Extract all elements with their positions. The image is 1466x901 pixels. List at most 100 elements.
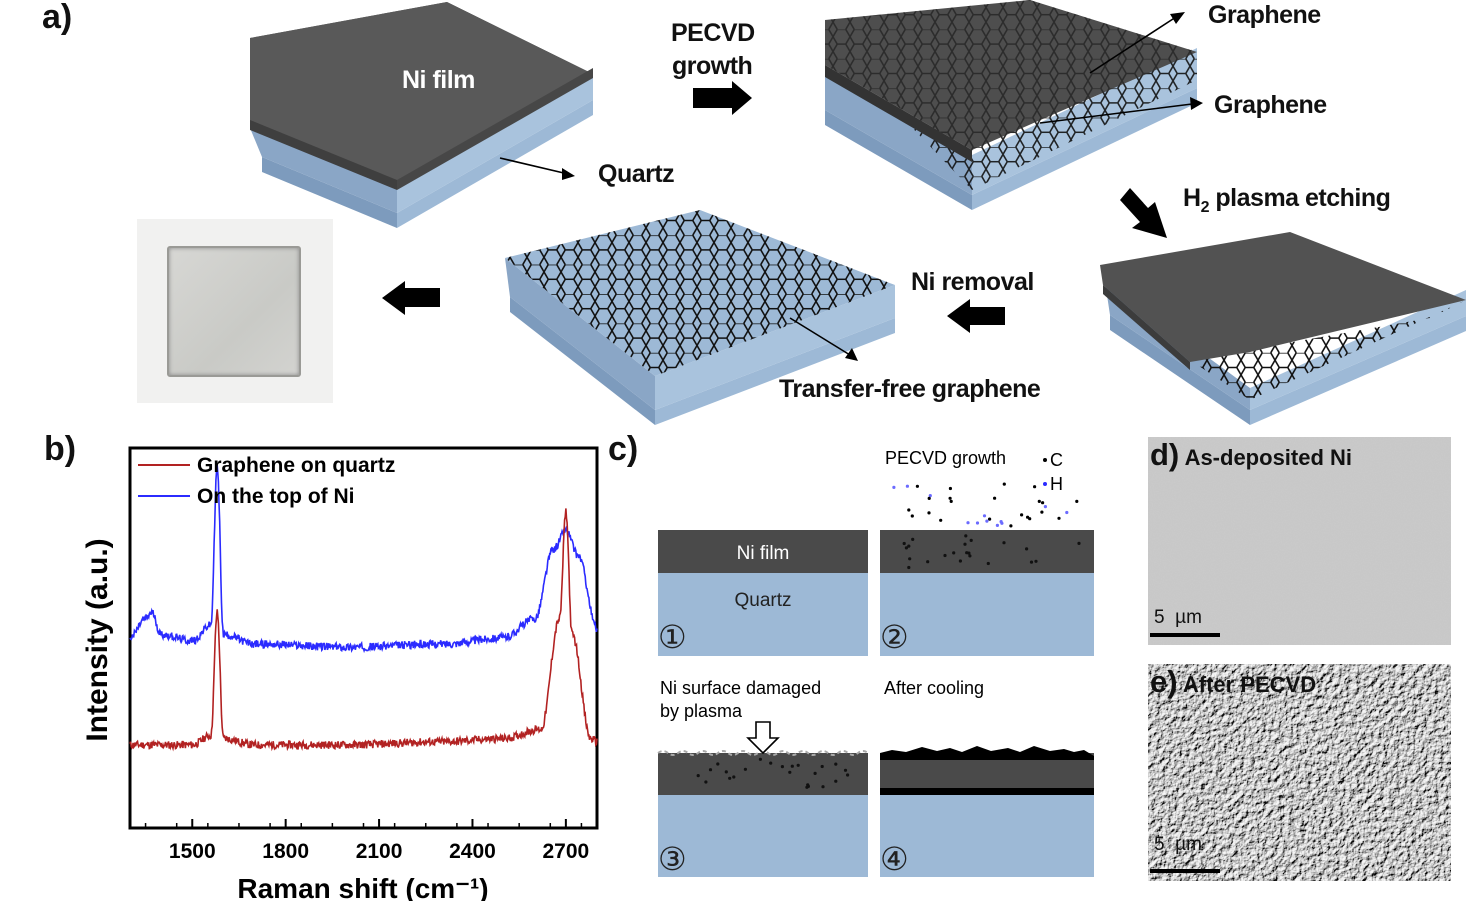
atom-dot [965, 551, 969, 555]
step4-number: ④ [880, 841, 909, 877]
atom-dot [958, 559, 962, 563]
sem-image-after-pecvd [1148, 664, 1451, 881]
atom-dot [1025, 547, 1029, 551]
atom-dot [975, 521, 980, 525]
atom-dot [758, 757, 762, 761]
panel-c-letter: c) [608, 430, 639, 468]
atom-dot [949, 499, 953, 503]
atom-dot [821, 785, 825, 789]
pecvd-growth-label: PECVD growth [885, 448, 1006, 468]
atom-dot [908, 557, 912, 561]
atom-dot [1002, 541, 1006, 545]
x-tick-label: 2100 [356, 840, 403, 863]
atom-dot [1077, 541, 1081, 545]
atom-dot [985, 519, 989, 523]
sem-image-as-deposited [1148, 437, 1451, 645]
atom-dot [995, 523, 999, 527]
legend-label-red: Graphene on quartz [197, 454, 395, 477]
atom-dot [843, 768, 848, 772]
block-graphene-sandwich [825, 0, 1197, 210]
atom-dot [728, 776, 732, 780]
atom-dot [907, 508, 911, 512]
panel-a-schematic [250, 0, 1466, 425]
x-axis-label: Raman shift (cm⁻¹) [237, 873, 488, 901]
atom-dot [834, 762, 838, 766]
x-tick-label: 2700 [543, 840, 590, 863]
atom-dot [915, 484, 919, 488]
atom-dot [911, 537, 915, 541]
pecvd-label-line1: PECVD [671, 19, 755, 47]
atom-dot [904, 546, 908, 550]
legend-label-blue: On the top of Ni [197, 485, 354, 508]
damaged-label-line2: by plasma [660, 701, 743, 721]
atom-dot [1002, 482, 1006, 486]
atom-dot [813, 771, 817, 775]
arrow-left-2 [382, 281, 440, 315]
x-tick-label: 2400 [449, 840, 496, 863]
atom-dot [1009, 524, 1013, 528]
step3-quartz [658, 795, 868, 877]
graphene-bottom-label: Graphene [1214, 91, 1327, 119]
sample-square [167, 246, 301, 377]
step1-quartz [658, 573, 868, 656]
atom-dot [724, 770, 728, 774]
ni-removal-label: Ni removal [911, 268, 1034, 296]
atom-dot [1037, 499, 1041, 503]
ni-film-label: Ni film [402, 66, 475, 94]
legend-h-label: H [1050, 474, 1063, 494]
series-on-top-of-ni [129, 465, 598, 654]
atom-dot [892, 485, 896, 489]
panel-a-letter: a) [42, 0, 73, 36]
legend-c-dot [1043, 458, 1047, 462]
y-axis-label: Intensity (a.u.) [81, 538, 114, 741]
atom-dot [907, 565, 911, 570]
graphene-top-label: Graphene [1208, 1, 1321, 29]
step2-dots [892, 482, 1081, 570]
atom-dot [948, 496, 952, 500]
atom-dot [993, 496, 997, 500]
atom-dot [927, 511, 931, 515]
step1-number: ① [658, 619, 687, 655]
h2-plasma-etching-label: H2 plasma etching [1183, 184, 1391, 216]
atom-dot [1065, 510, 1069, 515]
atom-dot [982, 514, 987, 518]
atom-dot [1033, 485, 1037, 489]
step4-top-graphene [880, 746, 1094, 760]
scale-bar-d [1150, 633, 1220, 637]
step2-quartz [880, 573, 1094, 656]
atom-dot [966, 521, 970, 525]
atom-dot [716, 762, 720, 766]
atom-dot [968, 554, 972, 558]
x-tick-label: 1500 [169, 840, 216, 863]
atom-dot [834, 779, 838, 783]
arrow-right-1 [693, 81, 752, 115]
atom-dot [939, 518, 943, 522]
step1-quartz-label: Quartz [734, 590, 791, 611]
atom-dot [1034, 559, 1038, 563]
raman-chart: 1500 1800 2100 2400 2700 Graphene on quartz … [81, 446, 599, 901]
atom-dot [907, 544, 911, 548]
x-tick-label: 1800 [262, 840, 309, 863]
atom-dot [1020, 513, 1024, 517]
step1-ni [658, 530, 868, 573]
atom-dot [902, 541, 906, 546]
after-cooling-label: After cooling [884, 678, 984, 698]
panel-d-scale-label: 5 µm [1154, 607, 1202, 628]
atom-dot [952, 551, 956, 555]
step3-ni [658, 753, 868, 795]
step3-down-arrow [746, 721, 780, 755]
x-ticks: 1500 1800 2100 2400 2700 [144, 819, 590, 863]
atom-dot [704, 780, 708, 784]
atom-dot [1028, 517, 1032, 521]
atom-dot [780, 765, 784, 769]
pointer-arrows [499, 12, 1203, 361]
step2-ni [880, 530, 1094, 573]
legend-c-label: C [1050, 450, 1063, 470]
atom-dot [1043, 505, 1047, 509]
atom-dot [926, 560, 930, 564]
quartz-label: Quartz [598, 160, 675, 188]
atom-dot [999, 520, 1003, 524]
step2-number: ② [880, 619, 909, 655]
block-transfer-free [505, 210, 895, 425]
transfer-free-label: Transfer-free graphene [779, 375, 1041, 403]
